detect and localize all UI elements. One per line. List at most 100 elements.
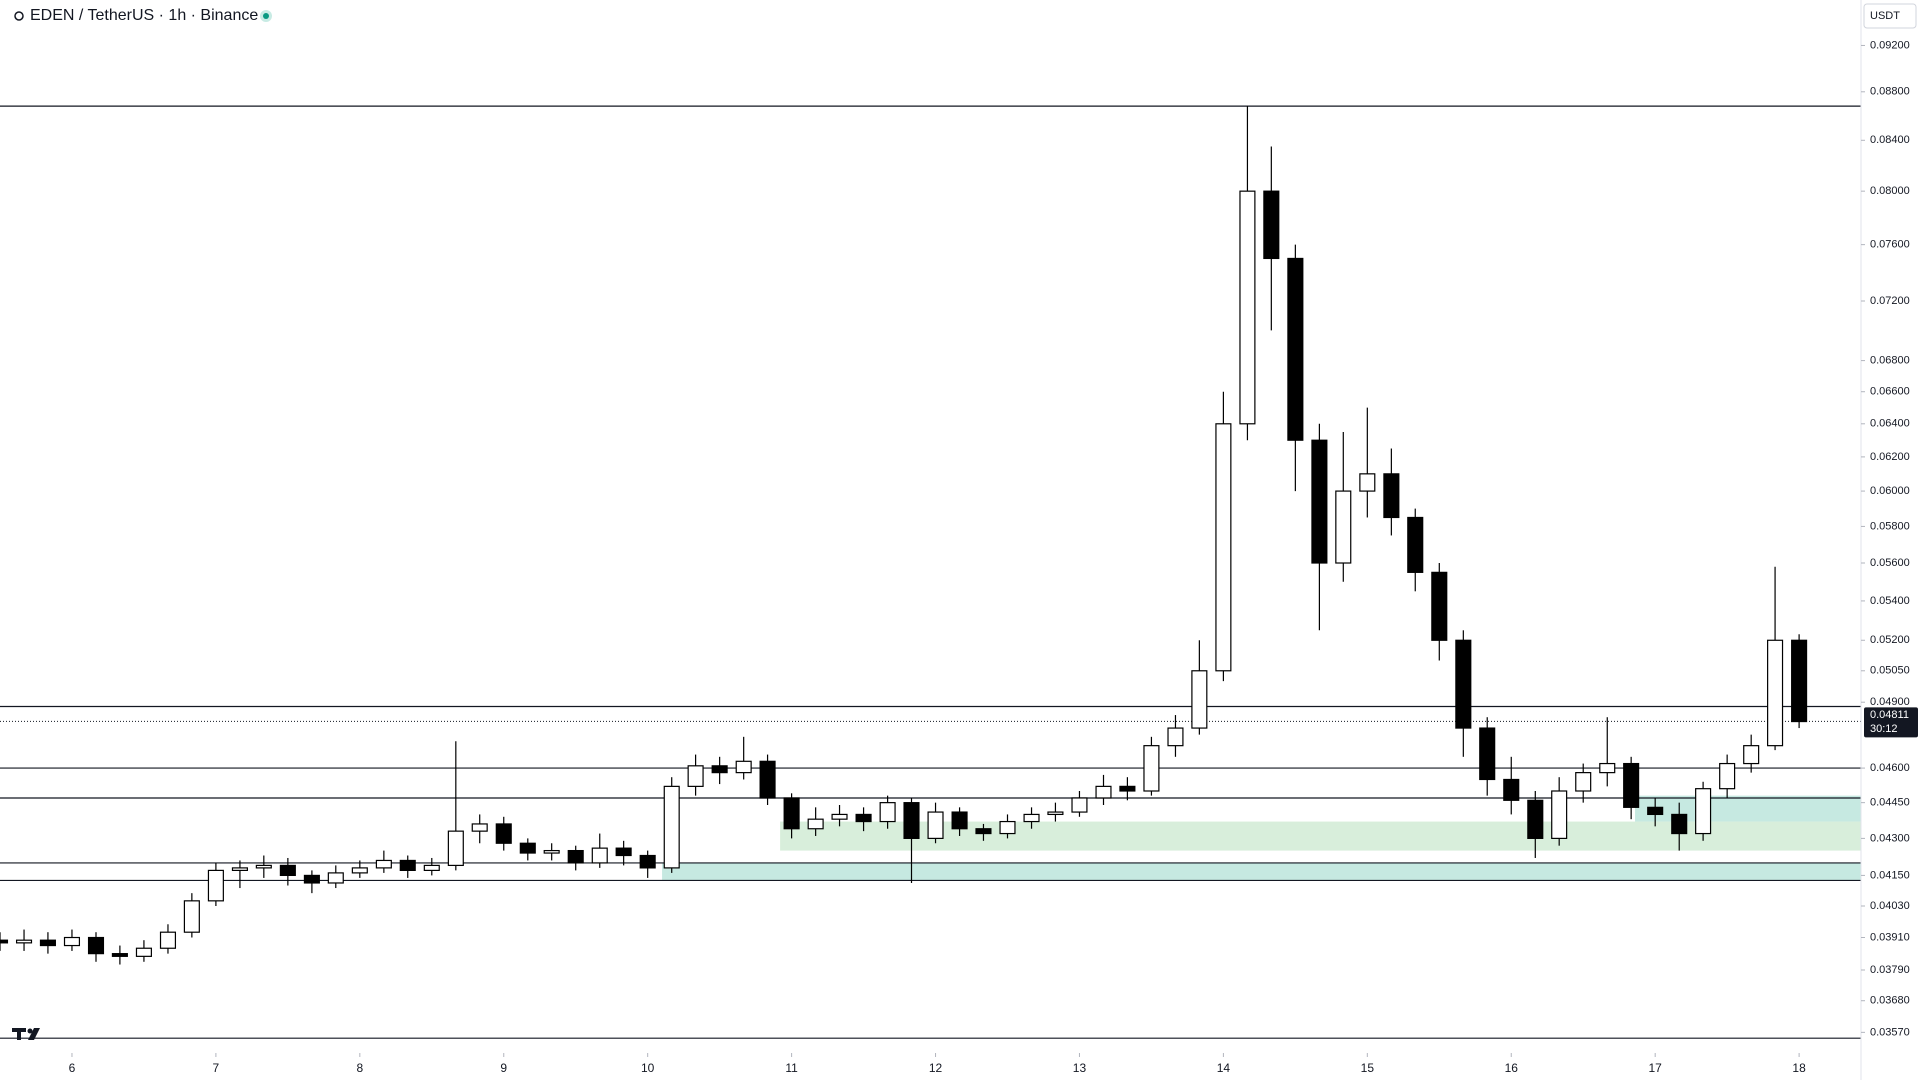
candle-body (1623, 762, 1640, 808)
status-dot (263, 13, 269, 19)
candle-body (1263, 190, 1280, 260)
candle-body (87, 936, 105, 955)
y-tick-label: 0.04900 (1870, 696, 1910, 708)
candle-body (615, 847, 632, 857)
y-tick-label: 0.05400 (1870, 595, 1910, 607)
candle-body (207, 869, 224, 902)
candle-body (15, 939, 33, 944)
candle-body (111, 953, 128, 957)
candle-body (807, 818, 824, 830)
candle-body (999, 820, 1016, 835)
candle-body (351, 867, 368, 874)
candle-body (1335, 490, 1352, 564)
y-tick-label: 0.06000 (1870, 485, 1910, 497)
candle-body (591, 847, 608, 864)
candle-body (63, 936, 81, 947)
y-tick-label: 0.06800 (1870, 354, 1910, 366)
candle-body (663, 785, 680, 869)
candle-body (327, 872, 344, 884)
x-tick-label: 9 (500, 1061, 507, 1075)
candle-body (951, 811, 968, 830)
y-tick-label: 0.05050 (1870, 665, 1910, 677)
candle-body (1575, 772, 1592, 792)
countdown-label: 30:12 (1870, 723, 1898, 735)
candle-body (1407, 516, 1424, 573)
x-tick-label: 16 (1505, 1061, 1519, 1075)
candle-body (1167, 727, 1184, 747)
candle-body (1071, 797, 1088, 813)
tv-logo (12, 1028, 40, 1040)
candle-body (423, 864, 440, 871)
candle-body (1143, 745, 1160, 792)
logo-part (28, 1028, 40, 1040)
y-tick-label: 0.05600 (1870, 557, 1910, 569)
candle-body (1095, 785, 1112, 799)
y-tick-label: 0.04600 (1870, 762, 1910, 774)
candle-body (567, 849, 584, 864)
y-tick-label: 0.04150 (1870, 869, 1910, 881)
candle-body (39, 939, 56, 947)
y-tick-label: 0.05800 (1870, 520, 1910, 532)
candle-body (735, 760, 752, 774)
y-tick-label: 0.06200 (1870, 451, 1910, 463)
x-tick-label: 14 (1217, 1061, 1231, 1075)
candle-body (1287, 257, 1304, 441)
candle-body (1599, 762, 1616, 774)
candle-body (1527, 799, 1544, 839)
x-tick-label: 7 (213, 1061, 220, 1075)
candle-body (639, 854, 656, 869)
symbol-icon (14, 11, 24, 21)
candle-body (903, 802, 920, 839)
candle-body (1551, 790, 1568, 839)
candle-body (447, 830, 464, 867)
candle-body (399, 859, 416, 871)
candle-body (783, 797, 800, 830)
x-tick-label: 15 (1361, 1061, 1375, 1075)
candle-body (1455, 639, 1472, 729)
candle-body (1671, 813, 1688, 835)
candle-body (159, 931, 177, 949)
candle-body (1503, 778, 1520, 801)
y-tick-label: 0.09200 (1870, 39, 1910, 51)
y-tick-label: 0.08800 (1870, 86, 1910, 98)
y-tick-label: 0.06600 (1870, 386, 1910, 398)
zone (1635, 795, 1861, 822)
candle-body (135, 947, 152, 957)
candle-body (1695, 788, 1712, 835)
candle-body (1767, 639, 1784, 747)
y-tick-label: 0.05200 (1870, 634, 1910, 646)
x-tick-label: 11 (785, 1061, 798, 1075)
candle-body (543, 849, 560, 854)
y-tick-label: 0.04300 (1870, 832, 1910, 844)
x-tick-label: 17 (1649, 1061, 1663, 1075)
candle-body (303, 874, 320, 884)
candle-body (759, 760, 776, 799)
candle-body (1023, 813, 1040, 823)
y-tick-label: 0.03570 (1870, 1026, 1910, 1038)
candle-body (0, 939, 9, 944)
currency-box[interactable] (1863, 3, 1917, 29)
candle-body (855, 813, 872, 823)
candle-body (279, 864, 296, 877)
candle-body (879, 802, 896, 823)
candle-body (1239, 190, 1256, 425)
candle-body (255, 864, 272, 869)
candle-body (1191, 670, 1208, 729)
y-tick-label: 0.03910 (1870, 931, 1910, 943)
x-tick-label: 13 (1073, 1061, 1087, 1075)
y-tick-label: 0.08400 (1870, 134, 1910, 146)
candle-body (975, 828, 992, 835)
y-tick-label: 0.04030 (1870, 900, 1910, 912)
x-tick-label: 12 (929, 1061, 943, 1075)
candle-body (1119, 785, 1136, 792)
candle-body (1359, 473, 1376, 492)
last-price-tag (1864, 707, 1918, 738)
y-tick-label: 0.03790 (1870, 964, 1910, 976)
candle-body (519, 842, 536, 854)
logo-part (27, 1028, 33, 1034)
logo-part (17, 1028, 21, 1040)
y-tick-label: 0.07600 (1870, 239, 1910, 251)
candle-body (1791, 639, 1808, 723)
